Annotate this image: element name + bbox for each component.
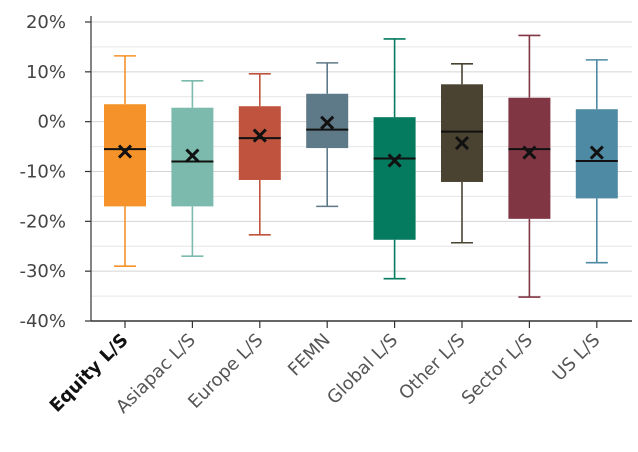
y-tick-label: -40%: [19, 311, 66, 332]
mean-marker: [117, 144, 133, 159]
box-global-l-s: [373, 38, 416, 280]
x-category-label: Global L/S: [323, 330, 402, 409]
box-other-l-s: [441, 63, 483, 244]
box-femn: [306, 62, 349, 208]
box-equity-l-s: [104, 55, 146, 267]
y-tick-label: 10%: [26, 62, 66, 83]
y-axis: 20% 10% 0% -10% -20% -30% -40%: [19, 12, 92, 332]
box-asiapac-l-s: [171, 80, 214, 258]
box-us-l-s: [575, 59, 618, 264]
mean-marker: [387, 153, 402, 168]
y-tick-label: -10%: [19, 162, 66, 183]
mean-marker: [320, 115, 335, 130]
box-series: [104, 34, 618, 298]
mean-marker: [589, 145, 604, 160]
y-tick-label: -20%: [19, 211, 66, 232]
iqr-box: [373, 117, 416, 240]
x-category-label: US L/S: [549, 330, 605, 386]
iqr-box: [441, 84, 483, 182]
x-category-label: FEMN: [284, 330, 335, 381]
y-tick-label: -30%: [19, 261, 66, 282]
x-category-label: Sector L/S: [458, 330, 537, 409]
y-tick-label: 0%: [37, 112, 66, 133]
iqr-box: [238, 106, 281, 180]
box-europe-l-s: [238, 73, 281, 236]
mean-marker: [185, 148, 200, 163]
mean-marker: [522, 145, 537, 160]
box-sector-l-s: [508, 34, 551, 298]
mean-marker: [252, 128, 267, 143]
iqr-box: [508, 97, 551, 219]
mean-marker: [454, 136, 470, 151]
iqr-box: [104, 104, 146, 207]
y-tick-label: 20%: [26, 12, 66, 33]
